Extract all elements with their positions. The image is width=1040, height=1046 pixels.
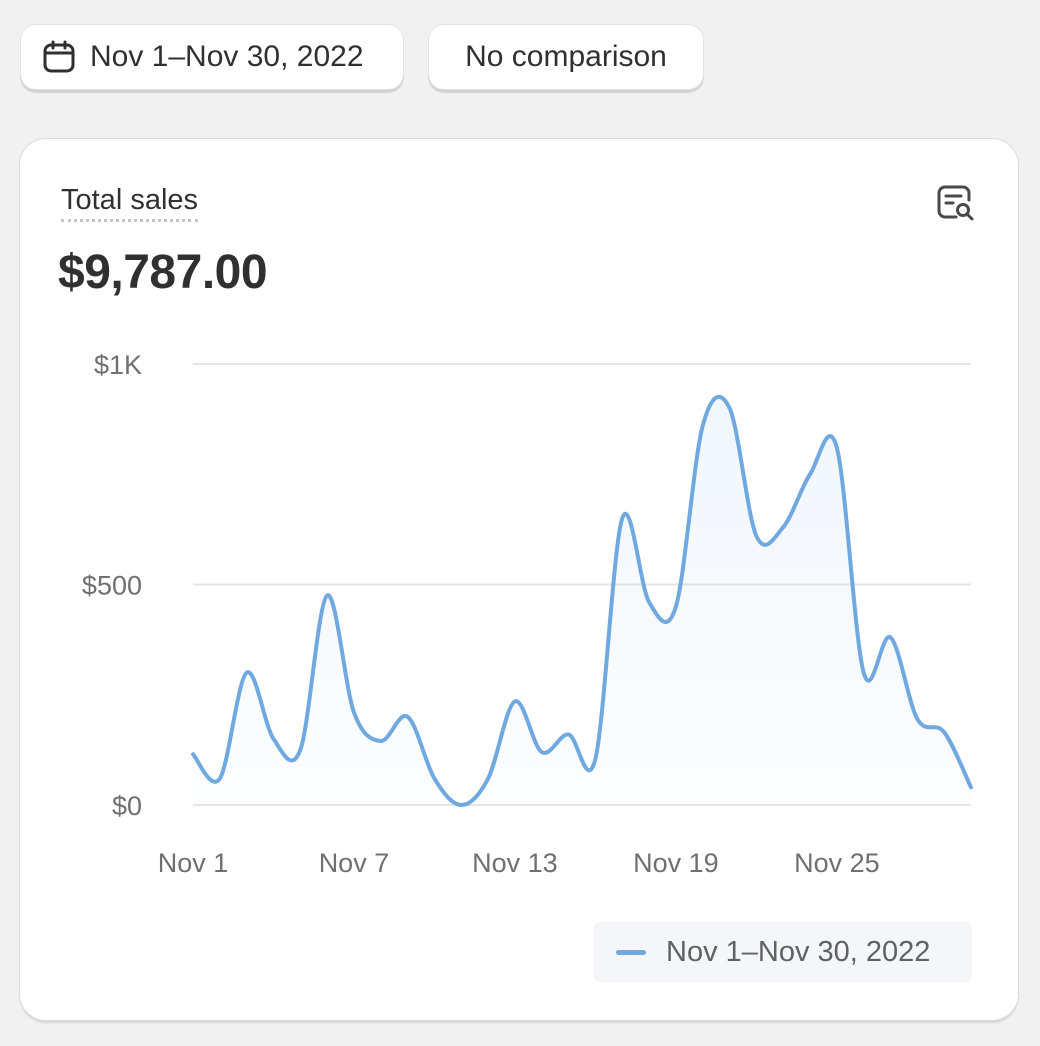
series-line — [191, 395, 973, 807]
data-point[interactable]: Nov 22 — [750, 530, 762, 542]
y-tick-label: $0 — [112, 791, 142, 821]
x-tick-label: Nov 13 — [472, 848, 558, 878]
comparison-label: No comparison — [465, 40, 667, 73]
series-area — [193, 396, 971, 805]
data-point[interactable]: Nov 27 — [885, 631, 897, 643]
x-tick-label: Nov 7 — [319, 848, 390, 878]
data-point[interactable]: Nov 28 — [911, 713, 923, 725]
calendar-icon — [42, 40, 76, 74]
data-point[interactable]: Nov 13 — [509, 695, 521, 707]
data-point[interactable]: Nov 21 — [724, 402, 736, 414]
data-point[interactable]: Nov 17 — [616, 512, 628, 524]
data-point[interactable]: Nov 1 — [187, 748, 199, 760]
data-point[interactable]: Nov 30 — [965, 781, 977, 793]
x-tick-label: Nov 25 — [794, 848, 880, 878]
comparison-button[interactable]: No comparison — [428, 24, 704, 90]
data-point[interactable]: Nov 29 — [938, 726, 950, 738]
data-point[interactable]: Nov 8 — [375, 735, 387, 747]
data-point[interactable]: Nov 10 — [428, 773, 440, 785]
metric-title[interactable]: Total sales — [61, 185, 199, 222]
data-point[interactable]: Nov 24 — [804, 468, 816, 480]
y-tick-label: $500 — [82, 571, 142, 601]
data-point[interactable]: Nov 12 — [482, 773, 494, 785]
data-point[interactable]: Nov 4 — [267, 733, 279, 745]
data-point[interactable]: Nov 16 — [589, 753, 601, 765]
data-point[interactable]: Nov 15 — [563, 728, 575, 740]
data-point[interactable]: Nov 23 — [777, 521, 789, 533]
data-point[interactable]: Nov 6 — [321, 590, 333, 602]
data-point[interactable]: Nov 5 — [294, 744, 306, 756]
total-sales-card: Total sales $9,787.00 $0 $500 $1K Nov 1 Nov … — [20, 139, 1018, 1020]
data-point[interactable]: Nov 20 — [697, 420, 709, 432]
data-point[interactable]: Nov 9 — [402, 711, 414, 723]
sales-line-chart: $0 $500 $1K Nov 1 Nov 7 Nov 13 Nov 19 Nov 25 No… — [82, 350, 977, 878]
data-point[interactable]: Nov 18 — [643, 596, 655, 608]
legend-swatch — [616, 949, 646, 955]
data-point[interactable]: Nov 2 — [214, 773, 226, 785]
data-point[interactable]: Nov 11 — [455, 799, 467, 811]
x-tick-label: Nov 1 — [158, 848, 229, 878]
y-tick-label: $1K — [94, 350, 142, 380]
chart-legend[interactable]: Nov 1–Nov 30, 2022 — [594, 922, 972, 982]
data-point[interactable]: Nov 3 — [241, 667, 253, 679]
x-tick-label: Nov 19 — [633, 848, 719, 878]
data-point[interactable]: Nov 7 — [348, 706, 360, 718]
date-range-label: Nov 1–Nov 30, 2022 — [90, 40, 364, 73]
metric-value: $9,787.00 — [58, 246, 268, 299]
data-point[interactable]: Nov 14 — [536, 746, 548, 758]
data-point[interactable]: Nov 26 — [858, 667, 870, 679]
data-point[interactable]: Nov 25 — [831, 442, 843, 454]
explore-report-icon[interactable] — [936, 183, 976, 223]
date-range-button[interactable]: Nov 1–Nov 30, 2022 — [20, 24, 404, 90]
data-point[interactable]: Nov 19 — [670, 601, 682, 613]
legend-label: Nov 1–Nov 30, 2022 — [666, 935, 931, 968]
